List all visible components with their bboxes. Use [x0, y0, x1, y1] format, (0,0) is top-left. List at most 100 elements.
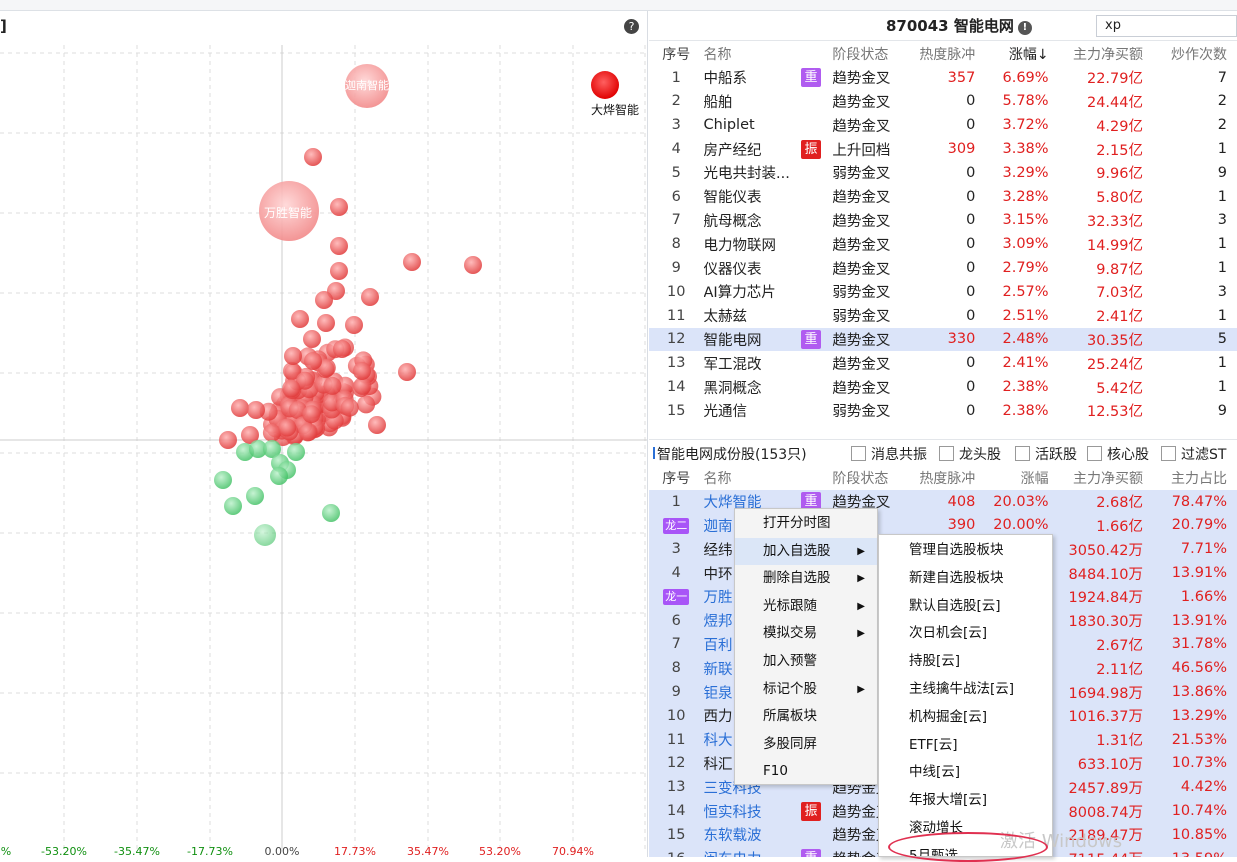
col-header[interactable]: 主力净买额: [1073, 470, 1143, 487]
concept-row[interactable]: 9 仪器仪表 趋势金叉 0 2.79% 9.87亿 1: [649, 256, 1237, 280]
stock-bubble[interactable]: [403, 253, 421, 271]
col-header[interactable]: 序号: [662, 46, 691, 63]
checkbox-icon[interactable]: [1161, 446, 1176, 461]
stock-bubble[interactable]: [219, 431, 237, 449]
stock-bubble[interactable]: [224, 497, 242, 515]
submenu-item[interactable]: 中线[云]: [909, 764, 961, 781]
stock-bubble[interactable]: [283, 362, 301, 380]
stock-bubble[interactable]: [288, 401, 307, 420]
stock-bubble[interactable]: [361, 288, 379, 306]
stock-bubble[interactable]: [287, 443, 305, 461]
filter-core[interactable]: 核心股: [1087, 444, 1149, 464]
filter-news[interactable]: 消息共振: [851, 444, 927, 464]
col-header[interactable]: 阶段状态: [832, 470, 889, 487]
checkbox-icon[interactable]: [1015, 446, 1030, 461]
stock-bubble[interactable]: [247, 401, 265, 419]
stock-bubble[interactable]: [284, 347, 302, 365]
menu-item[interactable]: 多股同屏: [735, 731, 877, 759]
menu-item[interactable]: 所属板块: [735, 703, 877, 731]
stock-bubble[interactable]: [357, 395, 376, 414]
stock-bubble[interactable]: [330, 237, 348, 255]
stock-bubble[interactable]: [368, 416, 386, 434]
col-header[interactable]: 阶段状态: [832, 46, 889, 63]
col-header[interactable]: 主力净买额: [1073, 46, 1143, 63]
filter-st[interactable]: 过滤ST: [1161, 444, 1226, 464]
concept-row[interactable]: 1 中船系 重趋势金叉 357 6.69% 22.79亿 7: [649, 66, 1237, 90]
bubble-jianan[interactable]: [345, 64, 389, 108]
menu-item[interactable]: 标记个股 ▶: [735, 676, 877, 704]
bubble-daye[interactable]: [591, 71, 619, 99]
stock-bubble[interactable]: [330, 198, 348, 216]
concept-row[interactable]: 6 智能仪表 趋势金叉 0 3.28% 5.80亿 1: [649, 185, 1237, 209]
menu-item[interactable]: 模拟交易 ▶: [735, 620, 877, 648]
stock-bubble[interactable]: [304, 148, 322, 166]
col-header[interactable]: 热度脉冲: [919, 46, 976, 63]
stock-bubble[interactable]: [291, 310, 309, 328]
stock-bubble[interactable]: [254, 524, 276, 546]
menu-item[interactable]: 打开分时图: [735, 510, 877, 538]
submenu-item[interactable]: 主线擒牛战法[云]: [909, 680, 1015, 697]
stock-bubble[interactable]: [333, 340, 351, 358]
stock-bubble[interactable]: [270, 467, 288, 485]
menu-item[interactable]: 加入自选股 ▶: [735, 537, 877, 566]
concept-row[interactable]: 10 AI算力芯片 弱势金叉 0 2.57% 7.03亿 3: [649, 280, 1237, 304]
stock-bubble[interactable]: [241, 426, 259, 444]
checkbox-icon[interactable]: [851, 446, 866, 461]
stock-bubble[interactable]: [303, 330, 321, 348]
stock-bubble[interactable]: [296, 371, 314, 390]
submenu-item[interactable]: 次日机会[云]: [909, 625, 988, 642]
stock-bubble[interactable]: [345, 316, 363, 334]
stock-bubble[interactable]: [246, 487, 264, 505]
stock-bubble[interactable]: [302, 405, 321, 424]
col-header[interactable]: 序号: [662, 470, 691, 487]
bubble-wansheng[interactable]: [259, 181, 319, 241]
submenu-item[interactable]: 机构掘金[云]: [909, 708, 988, 725]
checkbox-icon[interactable]: [1087, 446, 1102, 461]
concept-row[interactable]: 2 船舶 趋势金叉 0 5.78% 24.44亿 2: [649, 90, 1237, 114]
concept-row[interactable]: 3 Chiplet 趋势金叉 0 3.72% 4.29亿 2: [649, 113, 1237, 137]
col-header[interactable]: 炒作次数: [1171, 46, 1227, 63]
stock-bubble[interactable]: [464, 256, 482, 274]
stock-bubble[interactable]: [330, 262, 348, 280]
col-header[interactable]: 名称: [703, 46, 732, 63]
stock-bubble[interactable]: [304, 352, 322, 370]
menu-item[interactable]: 删除自选股 ▶: [735, 565, 877, 593]
stock-bubble[interactable]: [336, 376, 355, 395]
submenu-item[interactable]: ETF[云]: [909, 736, 958, 753]
search-input[interactable]: xp: [1096, 15, 1237, 37]
stock-bubble[interactable]: [317, 314, 335, 332]
stock-bubble[interactable]: [263, 440, 281, 458]
info-icon[interactable]: !: [1017, 21, 1032, 35]
filter-active[interactable]: 活跃股: [1015, 444, 1077, 464]
menu-item[interactable]: 加入预警: [735, 648, 877, 676]
menu-item[interactable]: 光标跟随 ▶: [735, 593, 877, 621]
stock-bubble[interactable]: [231, 399, 249, 417]
stock-bubble[interactable]: [315, 291, 333, 309]
concept-row[interactable]: 11 太赫兹 弱势金叉 0 2.51% 2.41亿 1: [649, 304, 1237, 328]
help-icon[interactable]: ?: [624, 19, 639, 34]
concept-row[interactable]: 7 航母概念 趋势金叉 0 3.15% 32.33亿 3: [649, 209, 1237, 233]
col-header[interactable]: 主力占比: [1171, 470, 1227, 487]
concept-row[interactable]: 13 军工混改 趋势金叉 0 2.41% 25.24亿 1: [649, 351, 1237, 375]
col-header[interactable]: 涨幅: [1020, 470, 1049, 487]
checkbox-icon[interactable]: [939, 446, 954, 461]
menu-item[interactable]: F10: [735, 758, 877, 786]
submenu-item[interactable]: 管理自选股板块: [909, 542, 1004, 558]
stock-bubble[interactable]: [353, 362, 371, 380]
stock-bubble[interactable]: [262, 423, 281, 442]
submenu-item[interactable]: 持股[云]: [909, 653, 961, 670]
stock-bubble[interactable]: [323, 376, 342, 395]
col-header-sorted[interactable]: 涨幅↓: [1008, 46, 1049, 63]
stock-bubble[interactable]: [317, 358, 336, 377]
stock-bubble[interactable]: [298, 423, 317, 442]
concept-row[interactable]: 4 房产经纪 振上升回档 309 3.38% 2.15亿 1: [649, 137, 1237, 161]
col-header[interactable]: 热度脉冲: [919, 470, 976, 487]
submenu-item[interactable]: 默认自选股[云]: [909, 597, 1001, 614]
stock-bubble[interactable]: [322, 504, 340, 522]
stock-bubble[interactable]: [278, 418, 297, 437]
concept-row[interactable]: 15 光通信 弱势金叉 0 2.38% 12.53亿 9: [649, 399, 1237, 423]
col-header[interactable]: 名称: [703, 470, 732, 487]
stock-bubble[interactable]: [282, 379, 301, 398]
stock-bubble[interactable]: [398, 363, 416, 381]
stock-bubble[interactable]: [340, 398, 359, 417]
